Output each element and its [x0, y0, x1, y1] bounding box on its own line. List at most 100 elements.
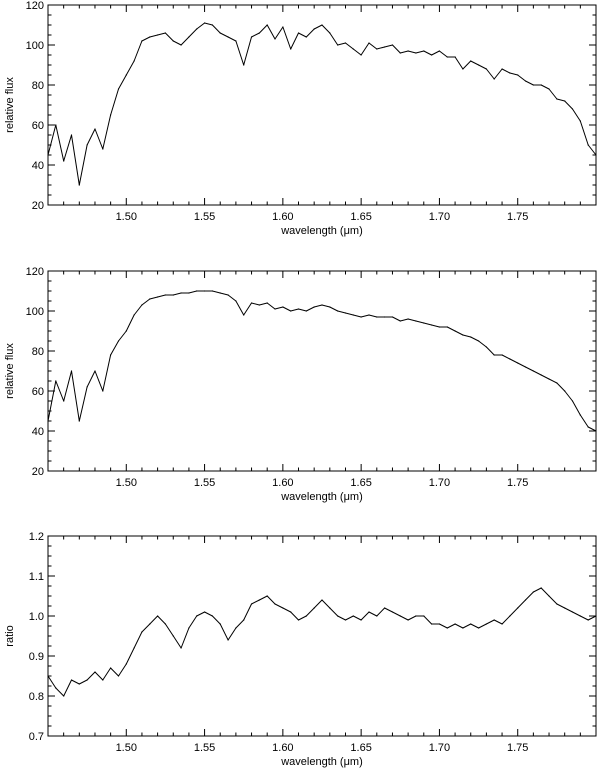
- data-point: [219, 292, 221, 294]
- data-point: [55, 124, 57, 126]
- data-point: [172, 40, 174, 42]
- data-point: [571, 400, 574, 402]
- data-point: [415, 615, 417, 617]
- data-point: [446, 627, 448, 629]
- data-point: [321, 24, 323, 26]
- data-point: [78, 683, 80, 685]
- data-point: [509, 358, 511, 360]
- data-point: [117, 340, 120, 342]
- data-point: [164, 294, 166, 296]
- data-point: [321, 304, 323, 306]
- data-point: [290, 48, 292, 50]
- data-point: [524, 80, 527, 82]
- data-point: [344, 312, 347, 314]
- x-axis-label: wavelength (μm): [280, 756, 363, 768]
- data-point: [133, 647, 135, 649]
- data-point: [110, 354, 112, 356]
- data-point: [180, 292, 182, 294]
- data-point: [243, 64, 245, 66]
- data-point: [180, 44, 182, 46]
- data-point: [391, 44, 394, 46]
- data-point: [548, 378, 550, 380]
- data-point: [478, 64, 480, 66]
- data-point: [266, 595, 268, 597]
- data-point: [211, 290, 213, 292]
- data-point: [172, 294, 174, 296]
- x-tick-label: 1.55: [194, 211, 215, 223]
- data-point: [266, 302, 268, 304]
- data-point: [391, 611, 394, 613]
- data-point: [157, 296, 159, 298]
- data-point: [540, 587, 542, 589]
- data-point: [595, 430, 597, 432]
- x-tick-label: 1.70: [429, 477, 450, 489]
- data-point: [431, 54, 433, 56]
- data-point: [360, 316, 362, 318]
- data-point: [219, 623, 221, 625]
- data-point: [509, 72, 511, 74]
- data-point: [564, 607, 566, 609]
- data-point: [258, 304, 260, 306]
- data-point: [157, 615, 159, 617]
- data-point: [329, 306, 331, 308]
- data-point: [478, 340, 480, 342]
- y-axis-label: relative flux: [4, 343, 16, 399]
- data-point: [204, 611, 206, 613]
- data-point: [180, 647, 182, 649]
- data-point: [117, 88, 120, 90]
- data-point: [196, 290, 198, 292]
- y-tick-label: 100: [26, 306, 44, 318]
- data-point: [94, 370, 96, 372]
- data-point: [149, 36, 151, 38]
- data-point: [423, 50, 425, 52]
- data-point: [478, 627, 480, 629]
- data-point: [78, 420, 80, 422]
- data-point: [564, 390, 566, 392]
- data-point: [219, 32, 221, 34]
- data-point: [501, 623, 503, 625]
- data-point: [204, 22, 206, 24]
- data-point: [70, 134, 73, 136]
- y-tick-label: 0.7: [29, 731, 44, 743]
- data-point: [188, 627, 190, 629]
- data-point: [305, 36, 307, 38]
- data-point: [352, 314, 354, 316]
- y-axis-label: ratio: [4, 625, 16, 646]
- data-point: [532, 84, 534, 86]
- data-point: [587, 144, 589, 146]
- data-point: [595, 154, 597, 156]
- data-point: [70, 679, 73, 681]
- data-point: [376, 615, 378, 617]
- plot-frame: [47, 4, 597, 206]
- data-point: [258, 32, 260, 34]
- data-point: [470, 60, 472, 62]
- y-tick-label: 1.2: [29, 531, 44, 543]
- data-point: [250, 36, 253, 38]
- data-point: [235, 40, 237, 42]
- data-point: [470, 623, 472, 625]
- data-point: [571, 108, 574, 110]
- data-point: [63, 160, 65, 162]
- data-point: [141, 304, 143, 306]
- data-point: [102, 390, 104, 392]
- data-point: [329, 32, 331, 34]
- data-point: [493, 78, 495, 80]
- data-point: [337, 310, 339, 312]
- x-tick-label: 1.60: [272, 211, 293, 223]
- plot-frame: [47, 535, 597, 737]
- data-point: [344, 619, 347, 621]
- data-point: [344, 42, 347, 44]
- data-point: [454, 330, 456, 332]
- data-point: [250, 603, 253, 605]
- data-point: [172, 635, 174, 637]
- data-point: [446, 326, 448, 328]
- data-point: [274, 308, 276, 310]
- x-tick-label: 1.75: [507, 742, 528, 754]
- data-point: [133, 60, 135, 62]
- data-point: [157, 34, 159, 36]
- data-point: [438, 623, 440, 625]
- data-point: [524, 366, 527, 368]
- data-point: [297, 32, 300, 34]
- data-point: [227, 639, 229, 641]
